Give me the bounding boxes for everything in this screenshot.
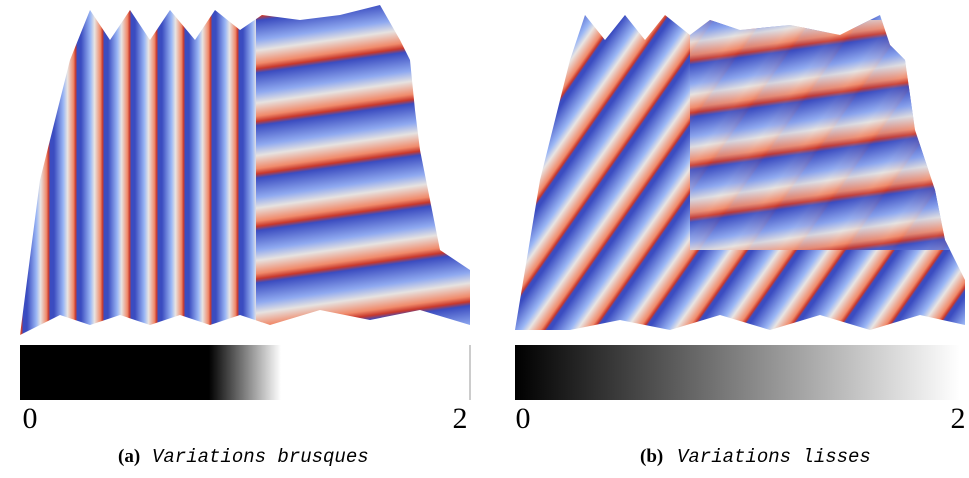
scale-min: 0 [516,402,531,435]
panel-label: (a) [118,446,140,467]
surface-a [20,5,470,335]
surface-b [515,15,965,330]
colorbar-a [20,345,470,400]
caption: Variations lisses [677,446,871,468]
panel-label: (b) [640,446,663,467]
scale-max: 2 [453,402,468,435]
scale-max: 2 [951,402,966,435]
caption: Variations brusques [152,446,369,468]
colorbar-b [515,345,960,400]
scale-min: 0 [23,402,38,435]
